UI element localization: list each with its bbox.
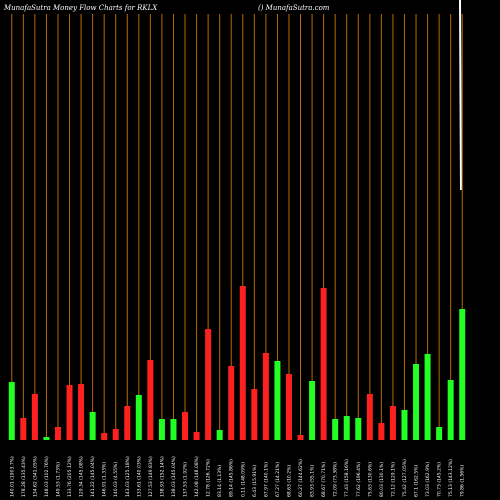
bar: [389, 406, 396, 440]
x-tick-label: 60.27 (144.62%): [298, 459, 304, 497]
x-tick-label: 75.63 (130.6%): [367, 462, 373, 497]
bar: [366, 394, 373, 440]
x-tick-label: 83.93 (55.1%): [310, 465, 316, 497]
chart-subtitle: () MunafaSutra.com: [258, 4, 330, 12]
x-tick-label: 6.43 (15.91%): [252, 465, 258, 497]
x-tick-label: 127.53 (149.83%): [148, 456, 154, 497]
bar: [170, 419, 177, 440]
bar: [343, 416, 350, 440]
x-tick-label: 67.97 (140.1%): [263, 462, 269, 497]
bar: [274, 361, 281, 440]
x-tick-label: 138.03 (145.04%): [171, 456, 177, 497]
x-tick-label: 133.76 (205.12%): [67, 456, 73, 497]
bar: [43, 437, 50, 440]
x-tick-label: 143.03 (125.18%): [125, 456, 131, 497]
x-tick-label: 68.63 (10.2%): [286, 465, 292, 497]
bar: [124, 406, 131, 440]
x-tick-label: 137.53 (1.92%): [183, 462, 189, 497]
x-tick-label: 68.67 (70.71%): [321, 462, 327, 497]
bar: [193, 432, 200, 440]
x-tick-label: 89.14 (145.86%): [229, 459, 235, 497]
bar: [54, 427, 61, 440]
x-tick-label: 72.12 (129.1%): [390, 462, 396, 497]
x-tick-label: 0.11 (148.09%): [240, 462, 246, 497]
x-tick-label: 75.42 (127.05%): [402, 459, 408, 497]
bar: [8, 382, 15, 440]
x-tick-label: 140.03 (4.55%): [113, 462, 119, 497]
x-tick-label: 146.91 (1.33%): [102, 462, 108, 497]
bar: [262, 353, 269, 440]
x-tick-label: 79.86 (1.56%): [460, 465, 466, 497]
x-tick-label: 142.08 (148.08%): [194, 456, 200, 497]
bar: [239, 286, 246, 440]
x-tick-label: 138.93 (152.14%): [159, 456, 165, 497]
x-tick-label: 72.09 (73.38%): [333, 462, 339, 497]
bar: [101, 433, 108, 440]
bar: [135, 395, 142, 440]
x-tick-label: 77.62 (196.4%): [356, 462, 362, 497]
x-tick-label: 73.03 (162.9%): [425, 462, 431, 497]
bar: [309, 381, 316, 440]
bar: [112, 429, 119, 440]
bar: [413, 364, 420, 440]
bar: [320, 288, 327, 440]
x-tick-label: 67.27 (14.21%): [275, 462, 281, 497]
bar: [20, 418, 27, 440]
bar: [332, 419, 339, 440]
bar: [31, 394, 38, 440]
bar: [401, 410, 408, 440]
x-tick-label: 140.01 (1903.7%): [9, 456, 15, 497]
bar: [78, 384, 85, 440]
bar: [378, 423, 385, 440]
x-tick-label: 141.22 (145.04%): [90, 456, 96, 497]
bar: [436, 427, 443, 440]
bar: [251, 389, 258, 440]
x-tick-label: 134.62 (341.05%): [32, 456, 38, 497]
bar: [147, 360, 154, 440]
x-tick-label: 178.28 (135.43%): [21, 456, 27, 497]
x-tick-label: 67.1 (162.5%): [414, 465, 420, 497]
x-tick-label: 148.03 (102.76%): [44, 456, 50, 497]
bar: [459, 309, 466, 440]
bar: [89, 412, 96, 440]
bar: [66, 385, 73, 440]
x-tick-label: 129.34 (145.08%): [79, 456, 85, 497]
bar: [205, 329, 212, 440]
x-tick-label: 149.53 (1.73%): [55, 462, 61, 497]
bar: [228, 366, 235, 440]
bar: [424, 354, 431, 440]
x-tick-label: 133.61 (140.03%): [136, 456, 142, 497]
x-tick-label: 70.73 (145.2%): [437, 462, 443, 497]
bar: [216, 430, 223, 440]
bar: [182, 412, 189, 440]
bar: [447, 380, 454, 440]
bar: [297, 435, 304, 440]
x-tick-label: 80.03 (130.1%): [379, 462, 385, 497]
x-tick-label: 77.43 (158.16%): [344, 459, 350, 497]
x-tick-label: 75.13 (143.12%): [448, 459, 454, 497]
bar: [158, 419, 165, 440]
chart-title: MunafaSutra Money Flow Charts for RKLX: [3, 4, 158, 12]
x-tick-label: 83.14 (1.13%): [217, 465, 223, 497]
x-tick-label: 12.78 (126.72%): [206, 459, 212, 497]
price-line: [459, 0, 462, 191]
bar: [355, 418, 362, 440]
bar: [285, 374, 292, 440]
